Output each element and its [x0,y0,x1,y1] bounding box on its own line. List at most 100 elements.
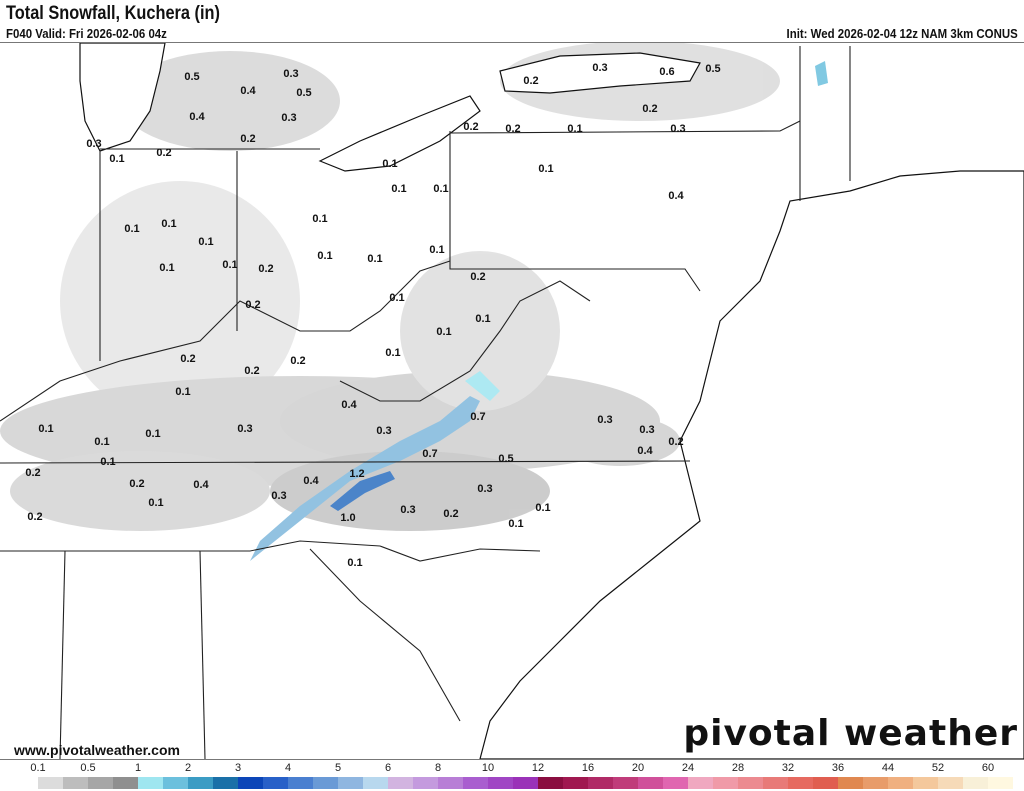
snowfall-value-label: 0.1 [222,259,237,271]
legend-swatch [913,777,938,789]
legend-swatch [63,777,88,789]
snowfall-value-label: 0.2 [25,467,40,479]
snowfall-value-label: 0.1 [385,347,400,359]
snowfall-value-label: 0.2 [290,355,305,367]
legend-swatch [713,777,738,789]
snowfall-value-label: 0.1 [124,223,139,235]
snowfall-value-label: 0.1 [347,557,362,569]
snowfall-value-label: 0.3 [86,138,101,150]
snowfall-value-label: 0.1 [148,497,163,509]
snowfall-value-label: 0.1 [391,183,406,195]
legend-tick-label: 32 [781,762,795,774]
legend-swatch [338,777,363,789]
legend-tick-label: 12 [531,762,545,774]
snowfall-value-label: 0.3 [237,423,252,435]
legend-tick-label: 24 [681,762,695,774]
website-url[interactable]: www.pivotalweather.com [14,742,180,758]
snowfall-value-label: 0.2 [156,147,171,159]
legend-swatch [738,777,763,789]
legend-tick-label: 2 [184,762,192,774]
legend-tick-label: 36 [831,762,845,774]
legend-tick-label: 28 [731,762,745,774]
snowfall-value-label: 0.3 [597,414,612,426]
snowfall-value-label: 0.4 [637,445,653,457]
legend-swatch [688,777,713,789]
snowfall-value-label: 0.3 [400,504,415,516]
legend-swatch [588,777,613,789]
snowfall-value-label: 0.1 [382,158,397,170]
snowfall-value-labels: 0.5 0.3 0.4 0.5 0.4 0.3 0.2 0.3 0.1 0.2 0.2 0.3 0.6 0… [25,62,720,569]
legend-tick-label: 1 [134,762,142,774]
snowfall-value-label: 0.4 [240,85,256,97]
pivotal-weather-logo: pivotal weather [683,713,1018,754]
legend-swatch [313,777,338,789]
legend-swatch [763,777,788,789]
snowfall-value-label: 0.1 [389,292,404,304]
legend-swatch [788,777,813,789]
state-borders [0,46,851,759]
init-time: Init: Wed 2026-02-04 12z NAM 3km CONUS [786,26,1018,41]
legend-swatch [838,777,863,789]
snowfall-value-label: 0.5 [296,87,311,99]
snowfall-value-label: 0.1 [109,153,124,165]
snowfall-value-label: 0.1 [38,423,53,435]
legend-swatch [38,777,63,789]
legend-swatch [188,777,213,789]
legend-swatch [238,777,263,789]
snowfall-value-label: 0.1 [145,428,160,440]
snowfall-value-label: 0.1 [436,326,451,338]
snowfall-value-label: 0.1 [198,236,213,248]
snowfall-value-label: 0.3 [376,425,391,437]
legend-swatch [463,777,488,789]
snowfall-value-label: 0.4 [189,111,205,123]
legend-swatch [113,777,138,789]
legend-tick-label: 8 [434,762,442,774]
snowfall-value-label: 0.1 [567,123,582,135]
snowfall-value-label: 0.2 [443,508,458,520]
legend-swatch [138,777,163,789]
legend-swatch [263,777,288,789]
snowfall-value-label: 0.2 [258,263,273,275]
water-bodies [79,43,1024,759]
legend-tick-label: 0.5 [80,762,96,774]
legend-tick-label: 3 [234,762,242,774]
snowfall-value-label: 0.1 [429,244,444,256]
legend-tick-label: 52 [931,762,945,774]
snowfall-value-label: 0.2 [470,271,485,283]
snowfall-value-label: 0.2 [642,103,657,115]
legend-swatch [363,777,388,789]
snowfall-value-label: 0.1 [317,250,332,262]
snowfall-value-label: 0.4 [193,479,209,491]
legend-tick-label: 4 [284,762,292,774]
valid-time: F040 Valid: Fri 2026-02-06 04z [6,26,167,41]
snowfall-value-label: 0.1 [100,456,115,468]
legend-tick-label: 60 [981,762,995,774]
map-title: Total Snowfall, Kuchera (in) [6,3,220,24]
snowfall-value-label: 0.3 [639,424,654,436]
snowfall-value-label: 0.3 [281,112,296,124]
snowfall-value-label: 0.4 [341,399,357,411]
snowfall-value-label: 0.7 [422,448,437,460]
legend-swatch [13,777,38,789]
snowfall-value-label: 0.2 [240,133,255,145]
legend-tick-label: 10 [481,762,495,774]
legend-tick-label: 6 [384,762,392,774]
legend-swatch [388,777,413,789]
snowfall-value-label: 1.0 [340,512,355,524]
snowfall-value-label: 0.2 [180,353,195,365]
snowfall-value-label: 0.2 [129,478,144,490]
legend-swatch [288,777,313,789]
legend-swatch [813,777,838,789]
snowfall-value-label: 0.5 [498,453,513,465]
snowfall-value-label: 0.2 [27,511,42,523]
legend-swatch [863,777,888,789]
legend-swatch [638,777,663,789]
snowfall-value-label: 0.1 [175,386,190,398]
snowfall-value-label: 1.2 [349,468,364,480]
snowfall-value-label: 0.3 [283,68,298,80]
snowfall-value-label: 0.1 [94,436,109,448]
legend-tick-label: 44 [881,762,895,774]
legend-swatch [888,777,913,789]
snowfall-value-label: 0.1 [535,502,550,514]
snowfall-value-label: 0.4 [668,190,684,202]
